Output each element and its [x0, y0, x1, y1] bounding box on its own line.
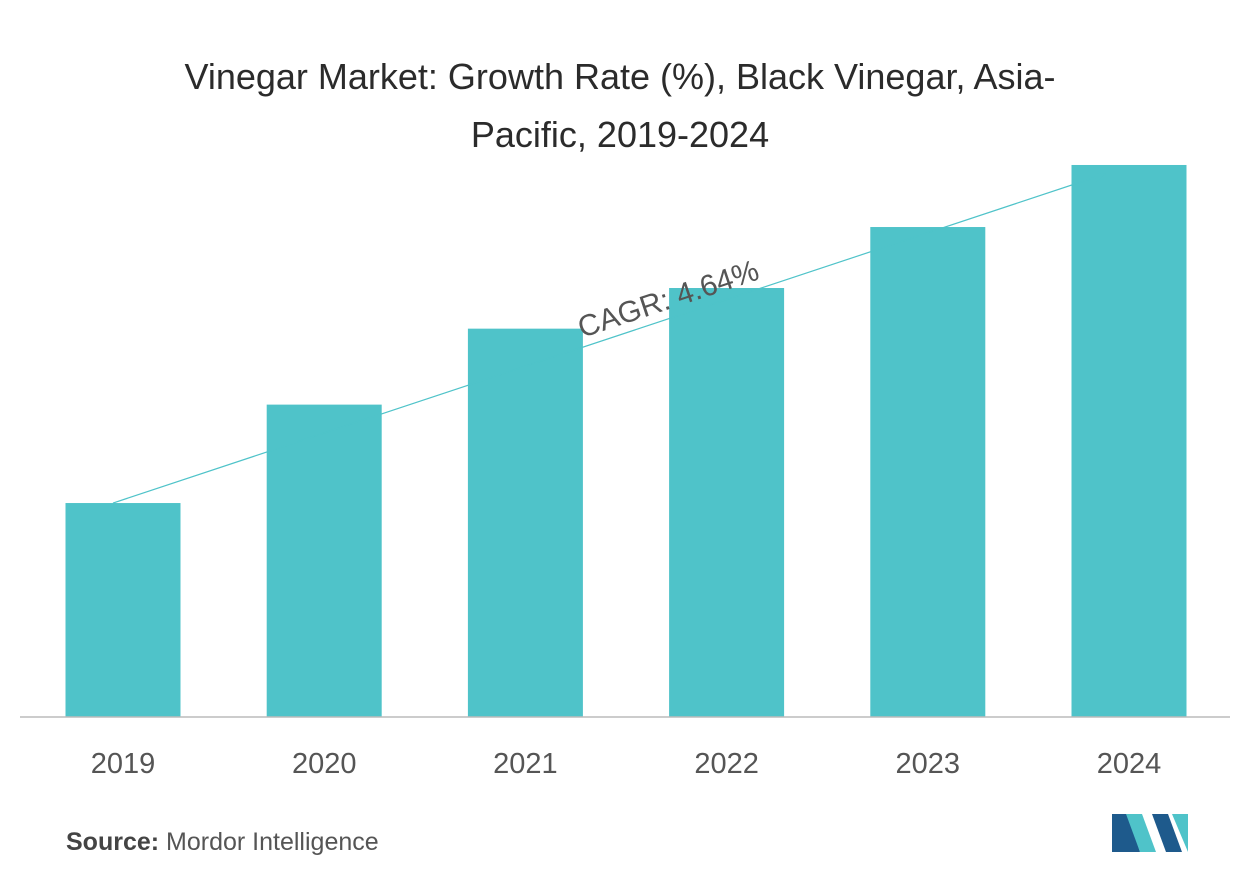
bars-group — [65, 164, 1187, 717]
bar-2020 — [266, 404, 382, 717]
x-tick-label-2022: 2022 — [694, 748, 759, 780]
chart-title: Vinegar Market: Growth Rate (%), Black V… — [20, 48, 1220, 164]
x-tick-label-2023: 2023 — [896, 748, 961, 780]
x-tick-label-2021: 2021 — [493, 748, 558, 780]
logo-left-stroke — [1112, 814, 1140, 852]
source-label: Source: — [66, 828, 160, 856]
x-tick-label-2024: 2024 — [1097, 748, 1162, 780]
bar-2019 — [65, 503, 181, 717]
source-note: Source: Mordor Intelligence — [66, 828, 379, 857]
chart-title-line-2: Pacific, 2019-2024 — [470, 114, 770, 155]
x-tick-labels: 2019 2020 2021 2022 2023 2024 — [91, 748, 1162, 780]
mordor-intelligence-logo — [1112, 814, 1188, 852]
logo-end-stroke — [1172, 814, 1188, 852]
logo-mid-stroke — [1126, 814, 1156, 852]
logo-right-stroke — [1152, 814, 1182, 852]
cagr-trend-arrow — [112, 172, 1107, 504]
bar-2024 — [1071, 164, 1187, 717]
bar-2021 — [467, 328, 583, 717]
bar-2023 — [870, 227, 986, 717]
bar-2022 — [669, 288, 785, 717]
x-tick-label-2020: 2020 — [292, 748, 357, 780]
chart-title-line-1: Vinegar Market: Growth Rate (%), Black V… — [184, 56, 1056, 97]
source-text: Mordor Intelligence — [159, 828, 379, 856]
x-tick-label-2019: 2019 — [91, 748, 156, 780]
